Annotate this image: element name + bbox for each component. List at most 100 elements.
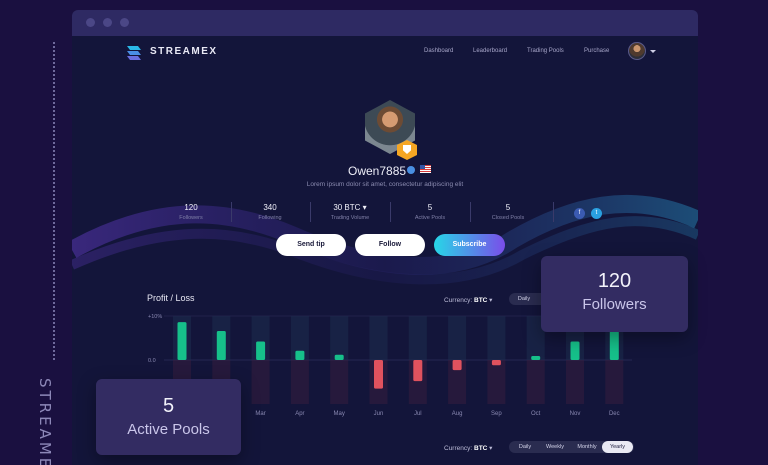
verified-icon (407, 166, 415, 174)
period-daily[interactable]: Daily (517, 296, 531, 302)
active-pools-card-value: 5 (162, 395, 175, 417)
active-pools-card-label: Active Pools (127, 421, 210, 438)
profile-username: Owen7885 (348, 164, 407, 178)
bar-track-down (330, 360, 349, 404)
bar-sep (491, 360, 501, 366)
stat-divider (470, 202, 471, 222)
stat-value: 340 (263, 203, 277, 212)
x-tick-label: Dec (609, 411, 620, 417)
x-tick-label: May (334, 411, 345, 417)
dotted-divider (53, 42, 55, 360)
x-tick-label: Mar (255, 411, 265, 417)
period-weekly[interactable]: Weekly (546, 444, 564, 450)
brand-name: STREAMEX (150, 46, 218, 57)
followers-card: 120 Followers (541, 256, 688, 332)
nav-link-trading-pools[interactable]: Trading Pools (527, 48, 564, 54)
subscribe-button[interactable]: Subscribe (434, 234, 505, 256)
window-dot-maximize[interactable] (120, 18, 129, 27)
bar-feb (216, 330, 226, 360)
bar-track-up (212, 316, 231, 360)
bar-apr (295, 350, 305, 360)
active-pools-card: 5 Active Pools (96, 379, 241, 455)
nav-link-purchase[interactable]: Purchase (584, 48, 610, 54)
period-yearly[interactable]: Yearly (602, 441, 633, 453)
stat-value: 120 (184, 203, 198, 212)
bar-track-down (566, 360, 584, 404)
facebook-icon[interactable]: f (574, 208, 585, 219)
x-tick-label: Nov (570, 411, 581, 417)
stat-following: 340 Following (235, 203, 305, 221)
bar-track-up (330, 316, 349, 360)
bar-aug (452, 360, 462, 371)
currency-select-bottom[interactable]: Currency: BTC ▾ (444, 445, 493, 452)
bar-oct (531, 356, 541, 360)
rank-badge-icon (397, 140, 417, 160)
stat-closed-pools: 5 Closed Pools (473, 203, 543, 221)
bar-track-up (251, 316, 270, 360)
stat-divider (231, 202, 232, 222)
bar-may (334, 354, 344, 360)
send-tip-button[interactable]: Send tip (276, 234, 346, 256)
window-titlebar (72, 10, 698, 36)
period-selector: Daily (509, 293, 549, 305)
bar-track-up (408, 316, 427, 360)
profile-bio: Lorem ipsum dolor sit amet, consectetur … (306, 181, 464, 188)
stat-label: Followers (179, 215, 203, 221)
y-tick-label: +10% (148, 314, 162, 320)
x-tick-label: Sep (491, 411, 502, 417)
nav-link-dashboard[interactable]: Dashboard (424, 48, 454, 54)
bar-track-up (290, 316, 309, 360)
bar-jun (374, 360, 383, 389)
stat-divider (390, 202, 391, 222)
stat-divider (553, 202, 554, 222)
followers-card-value: 120 (597, 270, 632, 292)
bar-track-up (173, 316, 191, 360)
bar-mar (256, 341, 266, 360)
profit-loss-title: Profit / Loss (147, 293, 195, 303)
window-dot-close[interactable] (86, 18, 95, 27)
bar-jul (413, 360, 423, 382)
stat-label: Following (258, 215, 282, 221)
window-dot-minimize[interactable] (103, 18, 112, 27)
currency-select[interactable]: Currency: BTC ▾ (444, 297, 493, 304)
stat-label: Active Pools (414, 215, 446, 221)
bar-track-up (448, 316, 467, 360)
follow-button[interactable]: Follow (355, 234, 425, 256)
bar-track-down (605, 360, 624, 404)
stat-value: 5 (505, 203, 511, 212)
x-tick-label: Oct (531, 411, 541, 417)
bar-track-down (448, 360, 467, 404)
user-avatar[interactable] (628, 42, 646, 60)
x-tick-label: Aug (452, 411, 463, 417)
stat-value: 5 (427, 203, 433, 212)
bar-track-down (369, 360, 388, 404)
bar-track-down (290, 360, 309, 404)
twitter-icon[interactable]: t (591, 208, 602, 219)
stat-label: Closed Pools (491, 215, 525, 221)
stat-active-pools: 5 Active Pools (395, 203, 465, 221)
stat-followers: 120 Followers (156, 203, 226, 221)
stat-divider (310, 202, 311, 222)
side-rail: STREAMEX (0, 0, 72, 465)
bar-track-up (487, 316, 506, 360)
period-daily[interactable]: Daily (518, 444, 532, 450)
stat-value: 30 BTC ▾ (333, 203, 367, 212)
period-monthly[interactable]: Monthly (577, 444, 597, 450)
x-tick-label: Jun (374, 411, 384, 417)
bar-jan (177, 322, 187, 360)
x-tick-label: Jul (414, 411, 422, 417)
nav-link-leaderboard[interactable]: Leaderboard (473, 48, 508, 54)
stat-label: Trading Volume (330, 215, 370, 221)
side-brand-text: STREAMEX (36, 378, 54, 465)
top-nav: STREAMEX Dashboard Leaderboard Trading P… (72, 36, 698, 70)
period-selector-bottom: Daily Weekly Monthly Yearly (509, 441, 634, 453)
us-flag-icon (420, 165, 431, 173)
streamex-logo-icon (127, 46, 141, 60)
y-tick-label: 0.0 (148, 358, 156, 364)
bar-track-up (369, 316, 388, 360)
bar-nov (570, 341, 580, 360)
bar-track-down (526, 360, 545, 404)
stat-trading-volume[interactable]: 30 BTC ▾ Trading Volume (315, 203, 385, 221)
bar-track-down (408, 360, 427, 404)
chevron-down-icon[interactable] (650, 50, 656, 53)
